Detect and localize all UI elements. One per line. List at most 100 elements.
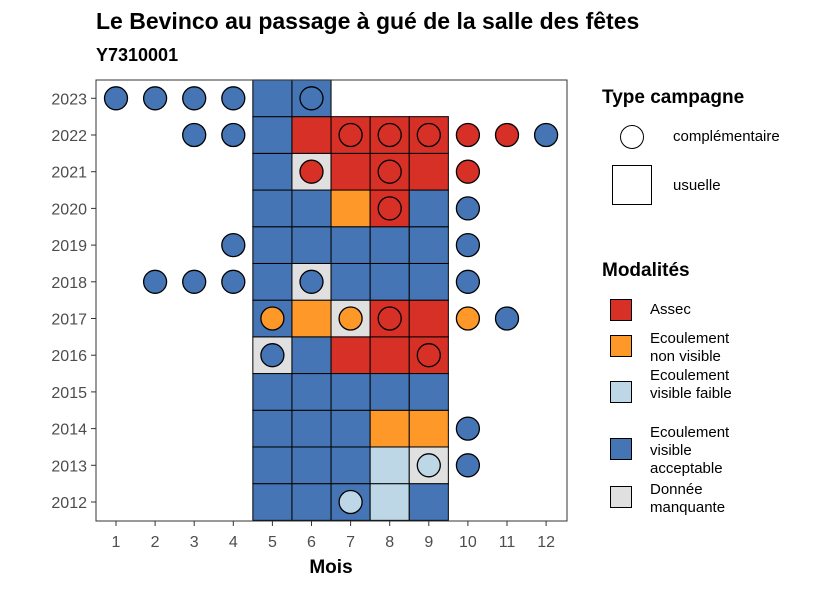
point-2018-10-ecoulement-visible-acceptable <box>455 269 481 294</box>
chart-title: Le Bevinco au passage à gué de la salle … <box>96 8 640 34</box>
y-tick-label: 2013 <box>51 458 87 475</box>
tile-2022-5-ecoulement-visible-acceptable <box>252 116 293 154</box>
point-2016-5-ecoulement-visible-acceptable <box>260 343 285 368</box>
point-2017-8-assec <box>377 306 402 331</box>
point-2019-4-ecoulement-visible-acceptable <box>221 232 246 258</box>
point-2016-9-assec <box>416 343 441 368</box>
point-2023-3-ecoulement-visible-acceptable <box>182 86 207 111</box>
y-tick-label: 2023 <box>51 91 87 108</box>
point-2020-8-assec <box>377 196 402 221</box>
tile-2021-9-assec <box>408 152 449 191</box>
point-2022-4-ecoulement-visible-acceptable <box>221 122 246 148</box>
point-2022-12-ecoulement-visible-acceptable <box>533 122 559 148</box>
x-tick-label: 5 <box>268 534 277 551</box>
tile-2023-5-ecoulement-visible-acceptable <box>252 79 293 118</box>
y-tick-label: 2020 <box>51 201 87 218</box>
point-2020-10-ecoulement-visible-acceptable <box>455 196 481 221</box>
y-axis: 2012 2013 2014 2015 2016 2017 2018 2019 2020 2021… <box>51 91 96 512</box>
tile-2019-9-ecoulement-visible-acceptable <box>408 226 449 264</box>
panel-border <box>95 79 568 522</box>
legend-square-icon <box>612 165 652 205</box>
tile-2013-6-ecoulement-visible-acceptable <box>291 446 332 485</box>
tile-2013-5-ecoulement-visible-acceptable <box>252 446 293 485</box>
point-2018-2-ecoulement-visible-acceptable <box>142 269 168 294</box>
tile-2016-8-assec <box>369 336 410 375</box>
tile-2015-6-ecoulement-visible-acceptable <box>291 373 332 411</box>
tile-2021-5-ecoulement-visible-acceptable <box>252 152 293 191</box>
tile-2015-7-ecoulement-visible-acceptable <box>330 373 371 411</box>
x-tick-label: 3 <box>190 534 199 551</box>
tile-2015-8-ecoulement-visible-acceptable <box>369 373 410 411</box>
legend-swatch-ecoulement-non-visible <box>610 335 632 357</box>
point-2014-10-ecoulement-visible-acceptable <box>455 416 481 441</box>
point-2022-3-ecoulement-visible-acceptable <box>182 122 207 148</box>
tile-2017-9-assec <box>408 299 449 338</box>
points-layer <box>103 86 559 515</box>
point-2018-4-ecoulement-visible-acceptable <box>221 269 246 294</box>
tile-2014-7-ecoulement-visible-acceptable <box>330 409 371 448</box>
tile-2021-7-assec <box>330 152 371 191</box>
point-2023-1-ecoulement-visible-acceptable <box>103 86 129 111</box>
point-2022-9-assec <box>416 122 441 148</box>
point-2023-6-ecoulement-visible-acceptable <box>299 86 324 111</box>
tile-2020-9-ecoulement-visible-acceptable <box>408 189 449 228</box>
tile-2018-9-ecoulement-visible-acceptable <box>408 262 449 301</box>
tile-2019-6-ecoulement-visible-acceptable <box>291 226 332 264</box>
legend-swatch-assec <box>610 299 632 321</box>
point-2022-7-assec <box>338 122 363 148</box>
tile-2014-9-ecoulement-non-visible <box>408 409 449 448</box>
tile-2016-6-ecoulement-visible-acceptable <box>291 336 332 375</box>
legend-label-ecoulement-non-visible: Ecoulement non visible <box>650 330 730 365</box>
tile-2019-7-ecoulement-visible-acceptable <box>330 226 371 264</box>
x-tick-label: 4 <box>229 534 238 551</box>
legend-swatch-donnee-manquante <box>610 486 632 508</box>
point-2023-4-ecoulement-visible-acceptable <box>221 86 246 111</box>
legend-modalites-title: Modalités <box>602 260 690 281</box>
y-tick-label: 2012 <box>51 495 87 512</box>
y-tick-label: 2019 <box>51 238 87 255</box>
point-2012-7-ecoulement-visible-faible <box>338 489 363 515</box>
x-axis-title: Mois <box>309 557 352 578</box>
tile-2012-5-ecoulement-visible-acceptable <box>252 483 293 521</box>
point-2013-9-ecoulement-visible-faible <box>416 453 441 478</box>
point-2022-11-assec <box>494 122 520 148</box>
tile-2014-6-ecoulement-visible-acceptable <box>291 409 332 448</box>
x-tick-label: 12 <box>537 534 555 551</box>
legend-swatch-ecoulement-visible-acceptable <box>610 438 632 460</box>
legend-label-ecoulement-visible-faible: Ecoulement visible faible <box>650 367 732 402</box>
point-2013-10-ecoulement-visible-acceptable <box>455 453 481 478</box>
tile-2014-5-ecoulement-visible-acceptable <box>252 409 293 448</box>
x-tick-label: 2 <box>151 534 160 551</box>
point-2021-10-assec <box>455 159 481 184</box>
y-tick-label: 2018 <box>51 275 87 292</box>
tile-2015-5-ecoulement-visible-acceptable <box>252 373 293 411</box>
point-2017-5-ecoulement-non-visible <box>260 306 285 331</box>
y-tick-label: 2014 <box>51 422 87 439</box>
tile-2018-8-ecoulement-visible-acceptable <box>369 262 410 301</box>
legend-label-assec: Assec <box>650 301 691 318</box>
x-tick-label: 7 <box>346 534 355 551</box>
tile-2020-6-ecoulement-visible-acceptable <box>291 189 332 228</box>
legend-label-donnee-manquante: Donnée manquante <box>650 481 726 516</box>
legend-type-title: Type campagne <box>602 87 745 108</box>
y-tick-label: 2016 <box>51 348 87 365</box>
tile-2017-6-ecoulement-non-visible <box>291 299 332 338</box>
y-tick-label: 2021 <box>51 165 87 182</box>
point-2021-6-assec <box>299 159 324 184</box>
tile-2014-8-ecoulement-non-visible <box>369 409 410 448</box>
tile-2019-5-ecoulement-visible-acceptable <box>252 226 293 264</box>
point-2022-8-assec <box>377 122 402 148</box>
point-2019-10-ecoulement-visible-acceptable <box>455 232 481 258</box>
point-2018-6-ecoulement-visible-acceptable <box>299 269 324 294</box>
legend-circle-icon <box>620 125 644 149</box>
legend-type-label-usuelle: usuelle <box>673 177 721 194</box>
tile-2012-9-ecoulement-visible-acceptable <box>408 483 449 521</box>
tile-2018-7-ecoulement-visible-acceptable <box>330 262 371 301</box>
x-tick-label: 11 <box>499 534 516 551</box>
x-tick-label: 1 <box>112 534 121 551</box>
x-tick-label: 8 <box>385 534 394 551</box>
y-tick-label: 2022 <box>51 128 87 145</box>
x-tick-label: 6 <box>307 534 316 551</box>
tile-2012-8-ecoulement-visible-faible <box>369 483 410 521</box>
